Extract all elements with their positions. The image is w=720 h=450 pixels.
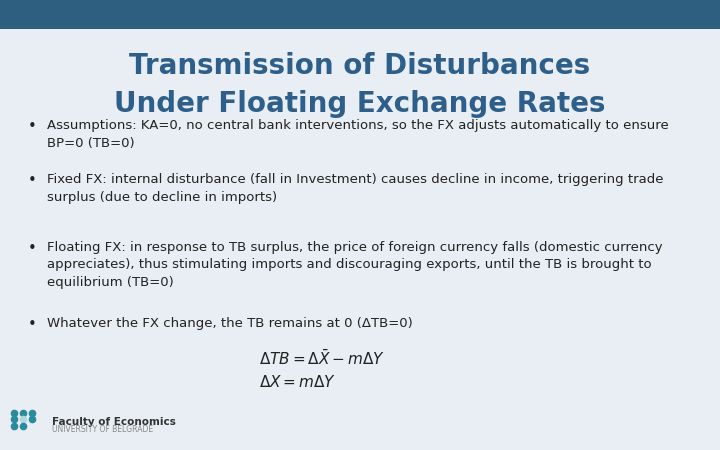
Text: Assumptions: KA=0, no central bank interventions, so the FX adjusts automaticall: Assumptions: KA=0, no central bank inter… [47,119,669,150]
Text: Floating FX: in response to TB surplus, the price of foreign currency falls (dom: Floating FX: in response to TB surplus, … [47,241,662,289]
Text: Whatever the FX change, the TB remains at 0 (ΔTB=0): Whatever the FX change, the TB remains a… [47,317,413,330]
Text: UNIVERSITY OF BELGRADE: UNIVERSITY OF BELGRADE [52,425,153,434]
Text: Under Floating Exchange Rates: Under Floating Exchange Rates [114,90,606,118]
Text: Faculty of Economics: Faculty of Economics [52,417,176,427]
Text: •: • [28,241,37,256]
Text: Transmission of Disturbances: Transmission of Disturbances [130,52,590,80]
Text: Fixed FX: internal disturbance (fall in Investment) causes decline in income, tr: Fixed FX: internal disturbance (fall in … [47,173,663,204]
Text: $\Delta X = m\Delta Y$: $\Delta X = m\Delta Y$ [259,374,336,391]
FancyBboxPatch shape [0,0,720,29]
Text: •: • [28,317,37,332]
Text: $\Delta TB = \Delta\bar{X} - m\Delta Y$: $\Delta TB = \Delta\bar{X} - m\Delta Y$ [259,349,385,368]
Text: •: • [28,173,37,188]
Text: •: • [28,119,37,134]
